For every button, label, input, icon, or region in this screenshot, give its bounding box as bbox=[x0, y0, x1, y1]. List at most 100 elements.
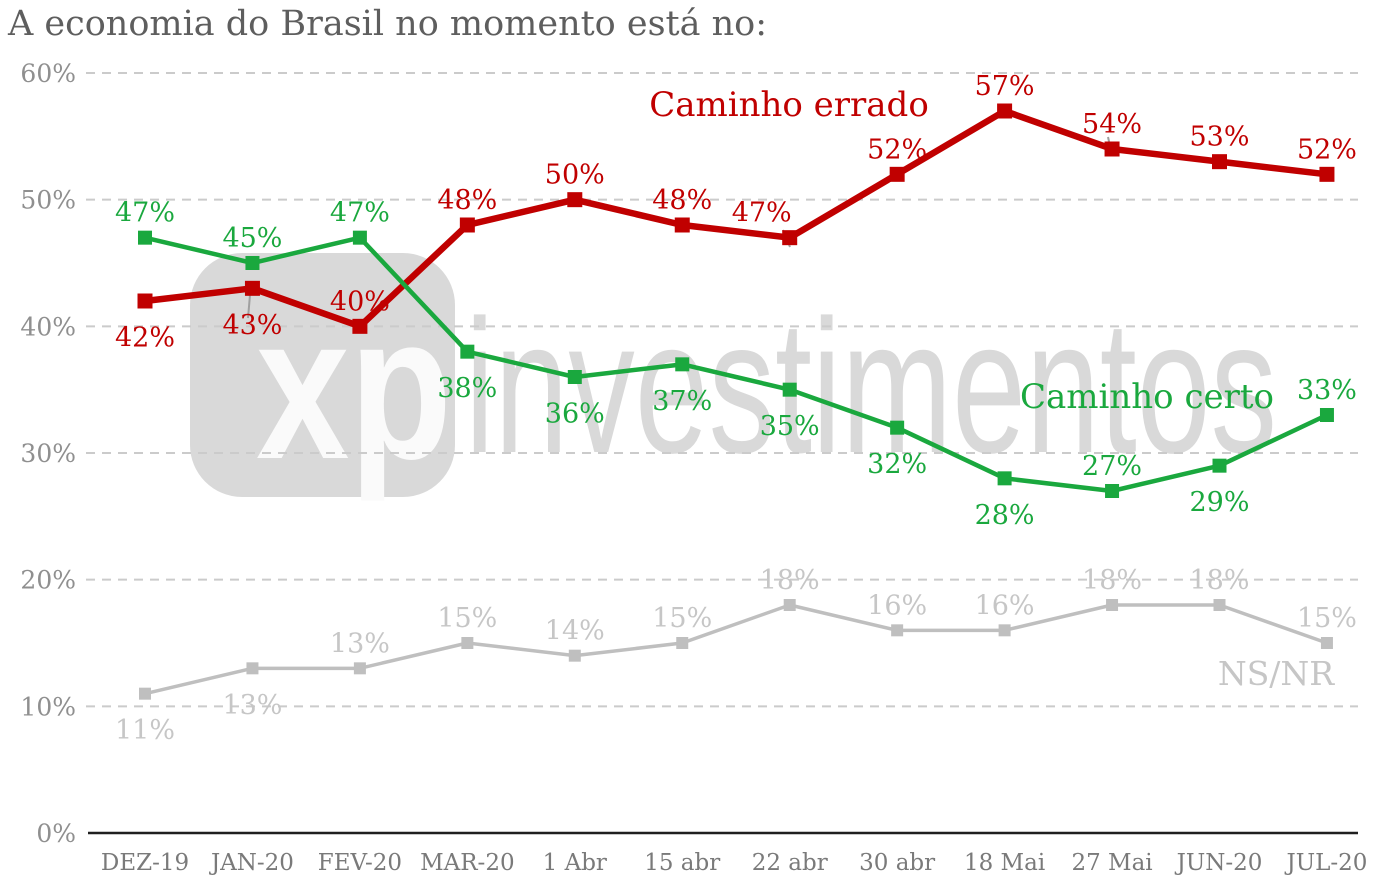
xp-logo-box bbox=[190, 253, 455, 497]
data-point-marker bbox=[998, 624, 1011, 637]
data-label: 32% bbox=[867, 449, 927, 480]
data-label: 18% bbox=[1189, 565, 1249, 596]
data-label: 15% bbox=[1297, 603, 1357, 634]
data-label: 33% bbox=[1297, 375, 1357, 406]
x-axis-tick-label: 1 Abr bbox=[543, 850, 607, 876]
data-label: 27% bbox=[1082, 451, 1142, 482]
x-axis-tick-label: FEV-20 bbox=[318, 850, 402, 876]
data-point-marker bbox=[676, 636, 689, 649]
y-axis-tick-label: 30% bbox=[20, 439, 76, 468]
x-axis-tick-label: 15 abr bbox=[644, 850, 720, 876]
series-label-caminho-certo: Caminho certo bbox=[1020, 377, 1274, 417]
data-label: 45% bbox=[222, 223, 282, 254]
data-label: 52% bbox=[1297, 134, 1357, 165]
x-axis-tick-label: 18 Mai bbox=[964, 850, 1045, 876]
data-label: 18% bbox=[760, 565, 820, 596]
data-point-marker bbox=[461, 636, 474, 649]
data-point-marker bbox=[889, 166, 905, 182]
data-label: 35% bbox=[760, 411, 820, 442]
y-axis-tick-label: 20% bbox=[20, 566, 76, 595]
data-point-marker bbox=[568, 649, 581, 662]
series-label-ns-nr: NS/NR bbox=[1218, 654, 1335, 693]
data-point-marker bbox=[782, 230, 798, 246]
data-point-marker bbox=[1106, 598, 1119, 611]
x-axis-tick-label: JAN-20 bbox=[209, 850, 294, 876]
data-point-marker bbox=[138, 230, 152, 245]
data-label: 43% bbox=[222, 310, 282, 341]
data-point-marker bbox=[1104, 141, 1120, 157]
data-point-marker bbox=[675, 357, 690, 372]
data-label: 52% bbox=[867, 134, 927, 165]
data-point-marker bbox=[246, 662, 259, 675]
data-label: 13% bbox=[330, 628, 390, 659]
data-label: 13% bbox=[222, 690, 282, 721]
data-label: 47% bbox=[732, 198, 792, 229]
data-label: 15% bbox=[437, 603, 497, 634]
data-label: 37% bbox=[652, 386, 712, 417]
data-label: 28% bbox=[975, 500, 1035, 531]
label-leader-tick bbox=[247, 294, 251, 319]
data-point-marker bbox=[674, 217, 690, 233]
data-label: 11% bbox=[115, 715, 175, 746]
data-label: 18% bbox=[1082, 565, 1142, 596]
data-point-marker bbox=[1105, 483, 1120, 498]
data-point-marker bbox=[891, 624, 904, 637]
y-axis-tick-label: 0% bbox=[36, 819, 76, 848]
x-axis-tick-label: 30 abr bbox=[859, 850, 935, 876]
data-label: 29% bbox=[1189, 487, 1249, 518]
x-axis-tick-label: MAR-20 bbox=[420, 850, 515, 876]
data-point-marker bbox=[1319, 407, 1334, 422]
data-point-marker bbox=[567, 369, 582, 384]
y-axis-tick-label: 50% bbox=[20, 186, 76, 215]
x-axis-tick-label: JUL-20 bbox=[1284, 850, 1367, 876]
data-point-marker bbox=[352, 230, 367, 245]
data-label: 53% bbox=[1189, 122, 1249, 153]
data-label: 15% bbox=[652, 603, 712, 634]
series-label-caminho-errado: Caminho errado bbox=[649, 85, 929, 125]
data-label: 42% bbox=[115, 323, 175, 354]
data-point-marker bbox=[245, 255, 260, 270]
data-point-marker bbox=[890, 420, 905, 435]
data-label: 36% bbox=[545, 399, 605, 430]
xp-logo-text: xp bbox=[256, 273, 452, 502]
data-point-marker bbox=[1320, 636, 1333, 649]
data-label: 40% bbox=[330, 286, 390, 317]
y-axis-tick-label: 60% bbox=[20, 59, 76, 88]
x-axis-tick-label: 22 abr bbox=[752, 850, 828, 876]
y-axis-tick-label: 40% bbox=[20, 312, 76, 341]
data-label: 50% bbox=[545, 160, 605, 191]
data-point-marker bbox=[352, 318, 368, 334]
data-label: 47% bbox=[330, 198, 390, 229]
series-line-caminho-errado bbox=[144, 107, 1328, 330]
data-point-marker bbox=[1319, 166, 1335, 182]
data-label: 38% bbox=[437, 373, 497, 404]
data-point-marker bbox=[459, 217, 475, 233]
data-point-marker bbox=[244, 280, 260, 296]
data-label: 57% bbox=[975, 71, 1035, 102]
data-point-marker bbox=[460, 344, 475, 359]
data-label: 14% bbox=[545, 616, 605, 647]
data-label: 16% bbox=[867, 590, 927, 621]
data-point-marker bbox=[567, 192, 583, 208]
x-axis-tick-label: 27 Mai bbox=[1071, 850, 1152, 876]
x-axis-tick-label: JUN-20 bbox=[1175, 850, 1263, 876]
data-point-marker bbox=[1212, 458, 1227, 473]
series-line-ns-nr bbox=[144, 603, 1328, 696]
data-point-marker bbox=[997, 471, 1012, 486]
data-label: 16% bbox=[975, 590, 1035, 621]
data-label: 54% bbox=[1082, 109, 1142, 140]
data-point-marker bbox=[782, 382, 797, 397]
chart-title: A economia do Brasil no momento está no: bbox=[8, 4, 768, 44]
data-point-marker bbox=[997, 103, 1013, 119]
x-axis-tick-label: DEZ-19 bbox=[101, 850, 189, 876]
data-point-marker bbox=[137, 293, 153, 309]
data-label: 48% bbox=[437, 185, 497, 216]
data-point-marker bbox=[1213, 598, 1226, 611]
data-label: 47% bbox=[115, 198, 175, 229]
series-line-caminho-certo bbox=[144, 235, 1328, 494]
data-point-marker bbox=[783, 598, 796, 611]
watermark-brand-text: investimentos bbox=[465, 281, 1277, 493]
data-label: 48% bbox=[652, 185, 712, 216]
